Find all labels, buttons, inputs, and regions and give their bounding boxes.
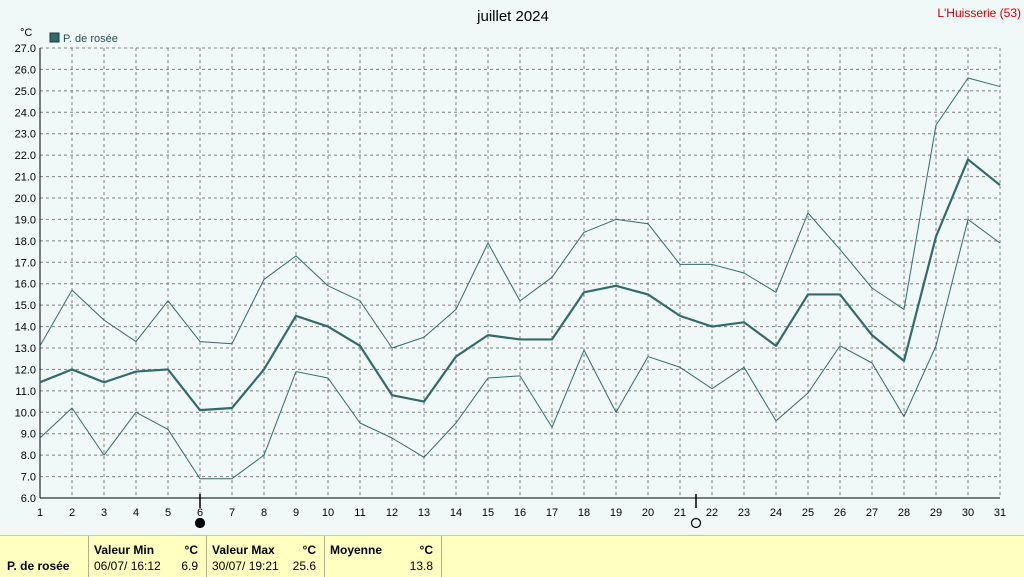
x-axis-ticks: 1 2 3 4 5 6 7 8 9 10 11 12 13 14 15 16 17 18 19 20 21 22 23 24 2…	[37, 507, 1006, 519]
station-name: L'Huisserie (53)	[937, 6, 1021, 20]
min-unit: °C	[184, 543, 198, 557]
y-tick-label: 25.0	[15, 86, 36, 98]
y-tick-label: 16.0	[15, 279, 36, 291]
x-tick-label: 25	[802, 507, 814, 519]
x-tick-label: 3	[101, 507, 107, 519]
dewpoint-chart: juillet 2024 L'Huisserie (53) °C P. de r…	[15, 6, 1021, 529]
moon-phase-markers	[194, 494, 702, 529]
x-tick-label: 13	[418, 507, 430, 519]
y-tick-label: 11.0	[15, 386, 36, 398]
min-value: 6.9	[181, 559, 198, 573]
stats-row-label: P. de rosée	[7, 559, 70, 573]
y-axis-ticks: 6.0 7.0 8.0 9.0 10.0 11.0 12.0 13.0 14.0 15.0 16.0…	[15, 43, 36, 505]
chart-title: juillet 2024	[476, 8, 549, 25]
y-tick-label: 7.0	[21, 472, 36, 484]
x-tick-label: 9	[293, 507, 299, 519]
x-tick-label: 2	[69, 507, 75, 519]
x-tick-label: 10	[322, 507, 334, 519]
x-tick-label: 20	[642, 507, 654, 519]
full-moon-icon	[690, 517, 702, 529]
y-tick-label: 13.0	[15, 343, 36, 355]
x-tick-label: 16	[514, 507, 526, 519]
x-tick-label: 29	[930, 507, 942, 519]
x-tick-label: 31	[994, 507, 1006, 519]
stats-min-cell: Valeur Min °C 06/07/ 16:12 6.9	[89, 536, 207, 577]
x-tick-label: 22	[706, 507, 718, 519]
avg-header: Moyenne	[330, 543, 383, 557]
x-tick-label: 8	[261, 507, 267, 519]
stats-avg-cell: Moyenne °C 13.8	[325, 536, 442, 577]
unit-label: °C	[20, 27, 32, 39]
new-moon-icon	[194, 517, 206, 529]
grid	[40, 47, 1001, 498]
legend-swatch	[49, 32, 60, 43]
x-tick-label: 14	[450, 507, 462, 519]
y-tick-label: 14.0	[15, 322, 36, 334]
y-tick-label: 10.0	[15, 407, 36, 419]
max-value: 25.6	[292, 559, 316, 573]
series-line-max	[39, 77, 1001, 349]
x-tick-label: 5	[165, 507, 171, 519]
y-tick-label: 27.0	[15, 43, 36, 55]
y-tick-label: 8.0	[21, 450, 36, 462]
stats-max-cell: Valeur Max °C 30/07/ 19:21 25.6	[207, 536, 325, 577]
y-tick-label: 12.0	[15, 364, 36, 376]
y-tick-label: 21.0	[15, 172, 36, 184]
stats-panel: P. de rosée Valeur Min °C 06/07/ 16:12 6…	[0, 535, 1024, 577]
x-tick-label: 26	[834, 507, 846, 519]
x-tick-label: 18	[578, 507, 590, 519]
x-tick-label: 27	[866, 507, 878, 519]
x-tick-label: 23	[738, 507, 750, 519]
series-line-mean	[39, 158, 1001, 412]
y-tick-label: 24.0	[15, 107, 36, 119]
x-tick-label: 28	[898, 507, 910, 519]
y-tick-label: 17.0	[15, 257, 36, 269]
series-line-min	[39, 218, 1001, 480]
y-tick-label: 9.0	[21, 429, 36, 441]
y-tick-label: 22.0	[15, 150, 36, 162]
x-tick-label: 30	[962, 507, 974, 519]
max-unit: °C	[302, 543, 316, 557]
x-tick-label: 4	[133, 507, 139, 519]
x-tick-label: 12	[386, 507, 398, 519]
x-tick-label: 19	[610, 507, 622, 519]
legend-label: P. de rosée	[63, 33, 118, 45]
x-tick-label: 11	[354, 507, 365, 519]
chart-area: juillet 2024 L'Huisserie (53) °C P. de r…	[15, 6, 1021, 529]
y-tick-label: 15.0	[15, 300, 36, 312]
avg-unit: °C	[419, 543, 433, 557]
x-tick-label: 21	[674, 507, 686, 519]
stats-row-label-cell: P. de rosée	[0, 536, 89, 577]
y-tick-label: 18.0	[15, 236, 36, 248]
x-tick-label: 15	[482, 507, 494, 519]
series-lines	[39, 77, 1001, 480]
y-tick-label: 19.0	[15, 214, 36, 226]
y-tick-label: 23.0	[15, 129, 36, 141]
x-tick-label: 1	[37, 507, 43, 519]
x-tick-label: 7	[229, 507, 235, 519]
x-tick-label: 17	[546, 507, 558, 519]
x-tick-label: 6	[197, 507, 203, 519]
avg-value: 13.8	[409, 559, 433, 573]
min-header: Valeur Min	[94, 543, 155, 557]
y-tick-label: 6.0	[21, 493, 36, 505]
min-datetime: 06/07/ 16:12	[94, 559, 161, 573]
max-datetime: 30/07/ 19:21	[212, 559, 279, 573]
y-tick-label: 20.0	[15, 193, 36, 205]
max-header: Valeur Max	[212, 543, 275, 557]
y-tick-label: 26.0	[15, 64, 36, 76]
x-tick-label: 24	[770, 507, 782, 519]
